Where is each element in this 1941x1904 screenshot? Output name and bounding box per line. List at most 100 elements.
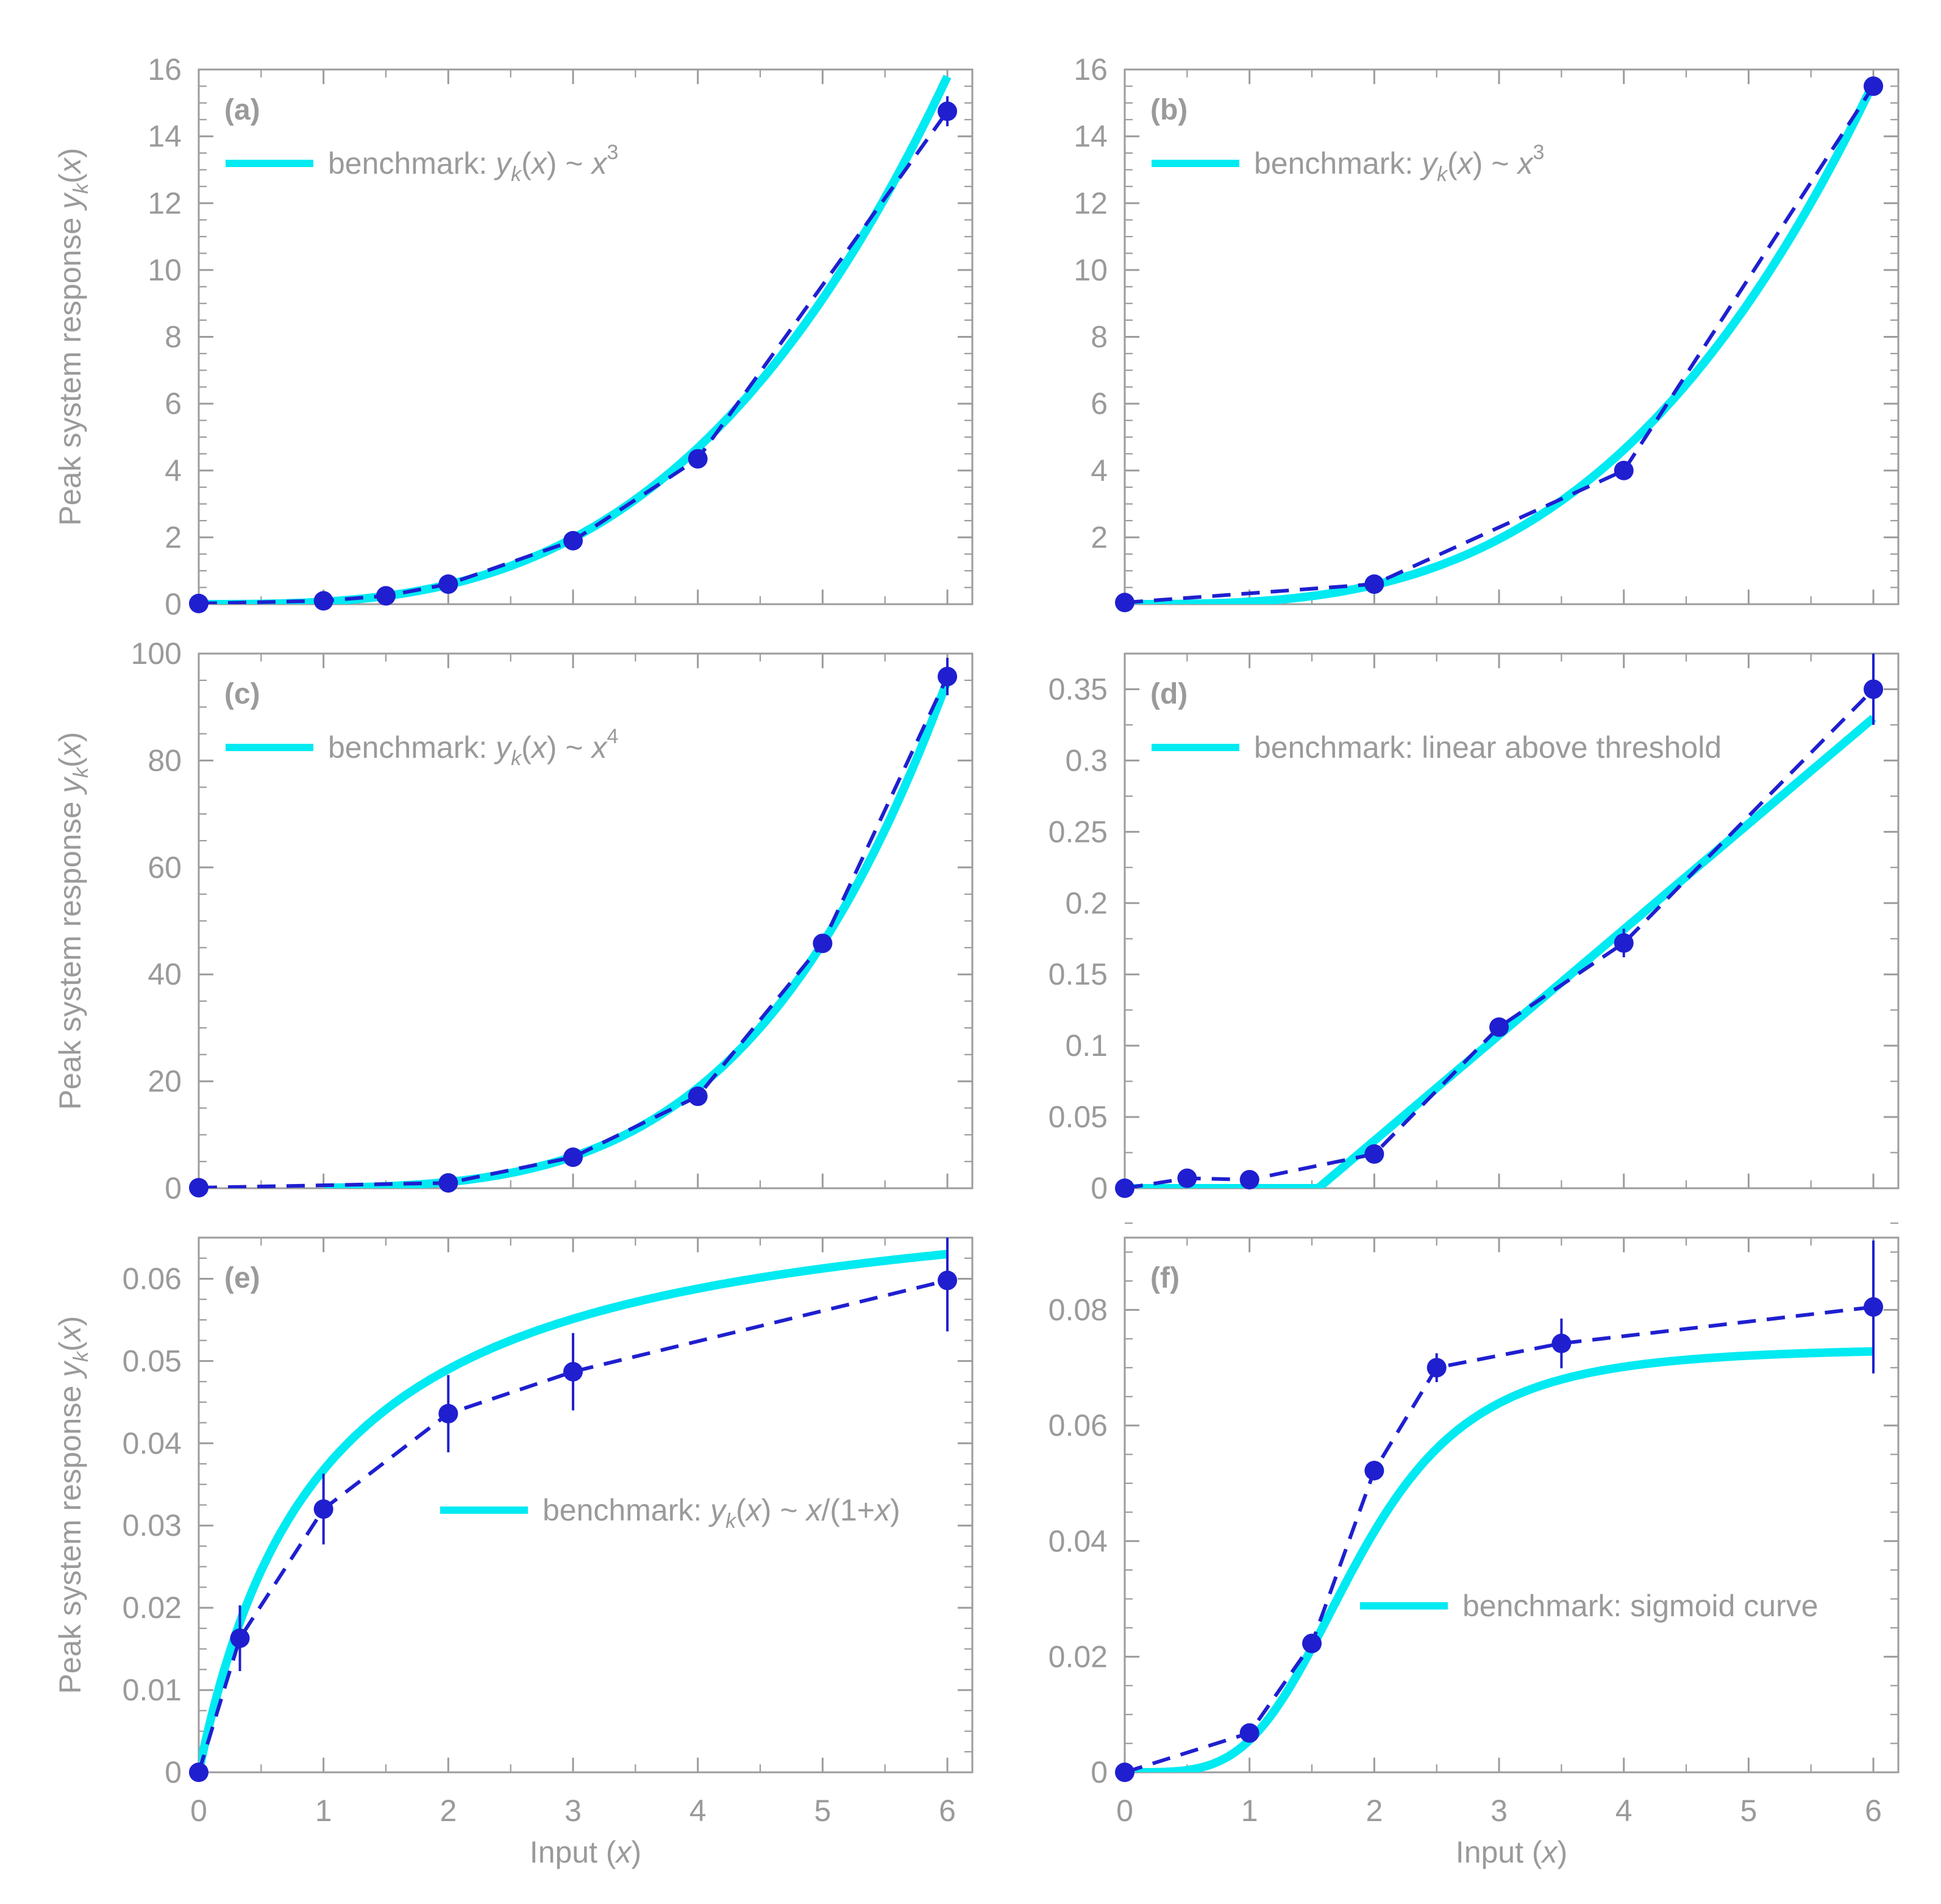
- data-point: [189, 1763, 208, 1782]
- panel-label: (c): [224, 678, 260, 710]
- y-tick-label: 0.03: [123, 1508, 182, 1542]
- y-tick-label: 2: [165, 520, 182, 554]
- data-point: [1239, 1169, 1259, 1189]
- measured-line: [199, 110, 949, 604]
- panel-label: (d): [1150, 678, 1188, 710]
- y-tick-label: 20: [148, 1064, 182, 1099]
- y-tick-label: 0.25: [1049, 815, 1108, 849]
- x-tick-label: 6: [939, 1794, 956, 1828]
- y-tick-label: 0.3: [1065, 743, 1108, 777]
- panel-e: 0 0.01 0.02 0.03 0.04 0.05 0.06 0 1 2 3 4 5 6 Input (x…: [53, 1236, 974, 1869]
- y-tick-label: 14: [148, 119, 182, 154]
- benchmark-curve: [1125, 1347, 1875, 1772]
- x-tick-label: 4: [1615, 1794, 1633, 1828]
- y-tick-label: 12: [1074, 186, 1108, 220]
- data-point: [813, 933, 833, 954]
- data-point: [688, 449, 708, 469]
- x-tick-label: 1: [1241, 1794, 1258, 1828]
- y-axis-title: Peak system response yk(x): [53, 1316, 93, 1694]
- data-point: [1489, 1017, 1509, 1037]
- data-point: [1864, 679, 1884, 699]
- y-tick-label: 0.04: [123, 1426, 182, 1460]
- y-tick-label: 8: [165, 320, 182, 354]
- y-tick-label: 2: [1091, 520, 1108, 554]
- data-point: [1177, 1168, 1197, 1188]
- y-tick-label: 4: [165, 454, 182, 488]
- x-tick-label: 0: [190, 1794, 207, 1828]
- y-tick-label: 0: [1091, 1755, 1108, 1789]
- legend-label: benchmark: yk(x) ~ x3: [1254, 141, 1544, 186]
- y-tick-label: 4: [1091, 454, 1108, 488]
- y-tick-label: 0: [165, 1755, 182, 1789]
- data-point: [438, 1403, 458, 1424]
- y-tick-label: 40: [148, 957, 182, 991]
- benchmark-curve: [199, 1250, 949, 1772]
- legend-label: benchmark: yk(x) ~ x4: [328, 725, 618, 770]
- data-point: [938, 666, 958, 686]
- panel-c: 0 20 40 60 80 100 Peak system response yk(x) (c…: [53, 636, 974, 1205]
- panel-label: (b): [1150, 94, 1188, 126]
- data-point: [1364, 1144, 1384, 1164]
- panel-f: 0 0.02 0.04 0.06 0.08 0 1 2 3 4 5 6 Input (x) (f) benc…: [1049, 1222, 1900, 1869]
- y-tick-label: 0: [165, 587, 182, 621]
- panel-b: 2 4 6 8 10 12 14 16 (b) benchmark: yk(x) ~ x3: [1074, 52, 1900, 613]
- y-tick-label: 0.05: [123, 1344, 182, 1378]
- legend-label: benchmark: yk(x) ~ x3: [328, 141, 618, 186]
- data-point: [1302, 1633, 1322, 1653]
- plot-frame: [1124, 652, 1900, 1189]
- y-tick-label: 14: [1074, 119, 1108, 154]
- data-point: [438, 1173, 458, 1193]
- y-tick-label: 0.15: [1049, 957, 1108, 991]
- x-tick-label: 0: [1116, 1794, 1133, 1828]
- y-tick-label: 0.08: [1049, 1293, 1108, 1327]
- y-tick-label: 0.04: [1049, 1524, 1108, 1558]
- panel-label: (a): [224, 94, 260, 126]
- y-tick-label: 0: [165, 1171, 182, 1205]
- y-tick-label: 0: [1091, 1171, 1108, 1205]
- data-point: [313, 1499, 333, 1519]
- x-tick-label: 2: [1366, 1794, 1383, 1828]
- x-axis-title: Input (x): [530, 1835, 641, 1869]
- benchmark-curve: [321, 679, 952, 1188]
- data-point: [563, 1147, 583, 1168]
- data-point: [1115, 1178, 1134, 1198]
- data-point: [1364, 574, 1384, 594]
- legend-label: benchmark: yk(x) ~ x/(1+x): [543, 1493, 900, 1533]
- plot-frame: [1124, 1236, 1900, 1774]
- y-axis-title: Peak system response yk(x): [53, 148, 93, 526]
- y-tick-label: 8: [1091, 320, 1108, 354]
- measured-line: [199, 1278, 948, 1772]
- data-point: [1364, 1461, 1384, 1481]
- y-tick-label: 0.06: [1049, 1408, 1108, 1442]
- data-point: [189, 1178, 208, 1198]
- data-point: [189, 593, 208, 613]
- y-tick-label: 0.05: [1049, 1100, 1108, 1134]
- x-tick-label: 5: [814, 1794, 831, 1828]
- y-tick-label: 80: [148, 743, 182, 777]
- x-axis-title: Input (x): [1456, 1835, 1567, 1869]
- data-point: [1551, 1333, 1572, 1353]
- y-axis-title: Peak system response yk(x): [53, 732, 93, 1110]
- y-tick-label: 12: [148, 186, 182, 220]
- x-tick-label: 3: [1490, 1794, 1508, 1828]
- y-tick-label: 6: [1091, 387, 1108, 421]
- x-tick-label: 3: [564, 1794, 582, 1828]
- data-point: [1614, 933, 1634, 953]
- y-tick-label: 0.2: [1065, 886, 1108, 920]
- panel-label: (e): [224, 1262, 260, 1294]
- measured-line: [1125, 1305, 1874, 1772]
- panel-label: (f): [1150, 1262, 1180, 1294]
- data-point: [1426, 1358, 1447, 1378]
- data-point: [563, 1361, 583, 1382]
- legend-label: benchmark: linear above threshold: [1254, 730, 1722, 765]
- y-tick-label: 16: [1074, 52, 1108, 87]
- data-point: [438, 574, 458, 594]
- data-point: [1864, 76, 1884, 96]
- data-point: [313, 591, 333, 611]
- y-tick-label: 10: [1074, 253, 1108, 287]
- benchmark-curve: [1125, 715, 1876, 1188]
- data-point: [1115, 593, 1134, 613]
- legend-label: benchmark: sigmoid curve: [1462, 1589, 1818, 1623]
- y-tick-label: 0.1: [1065, 1029, 1108, 1063]
